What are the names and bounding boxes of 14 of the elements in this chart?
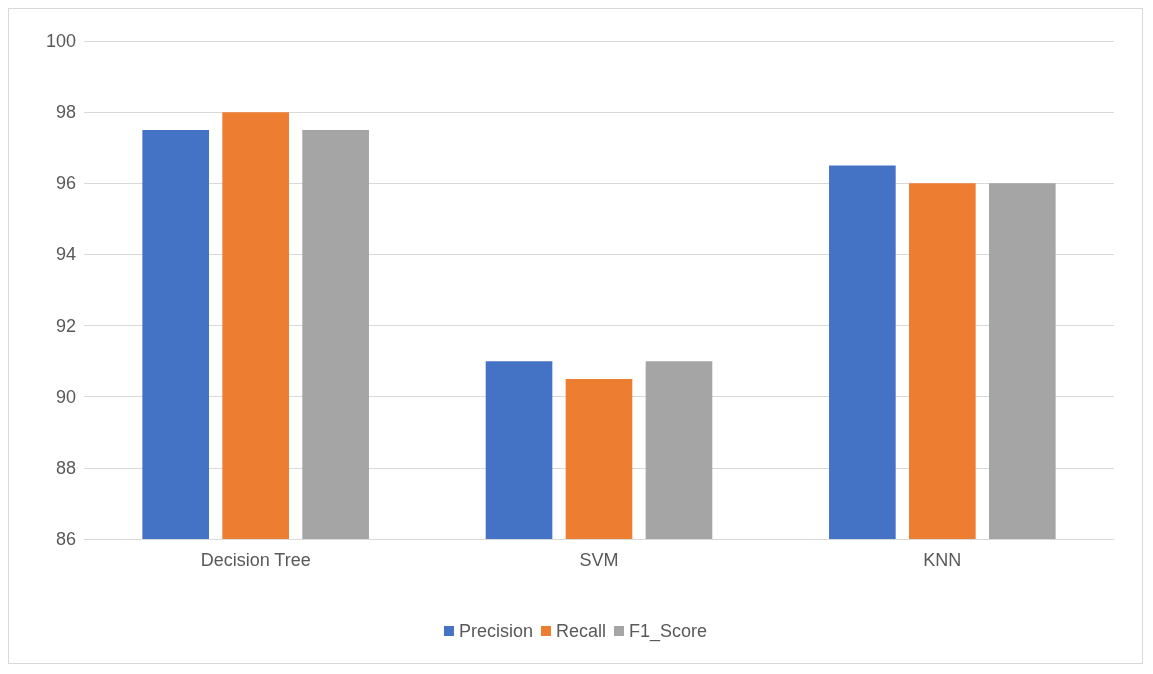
y-tick-label: 90 — [55, 386, 76, 407]
y-tick-label: 94 — [55, 244, 76, 265]
x-tick-label: Decision Tree — [200, 550, 311, 570]
x-tick-label: KNN — [923, 550, 962, 570]
y-tick-label: 96 — [55, 173, 76, 194]
legend-label: F1_Score — [629, 621, 708, 642]
legend-label: Recall — [555, 621, 607, 641]
y-tick-label: 88 — [55, 457, 76, 478]
legend-label: Precision — [458, 621, 533, 641]
y-tick-label: 92 — [55, 315, 76, 336]
y-tick-label: 86 — [55, 529, 76, 549]
y-tick-label: 98 — [55, 102, 76, 123]
y-tick-label: 100 — [45, 31, 76, 51]
x-tick-label: SVM — [579, 550, 619, 570]
